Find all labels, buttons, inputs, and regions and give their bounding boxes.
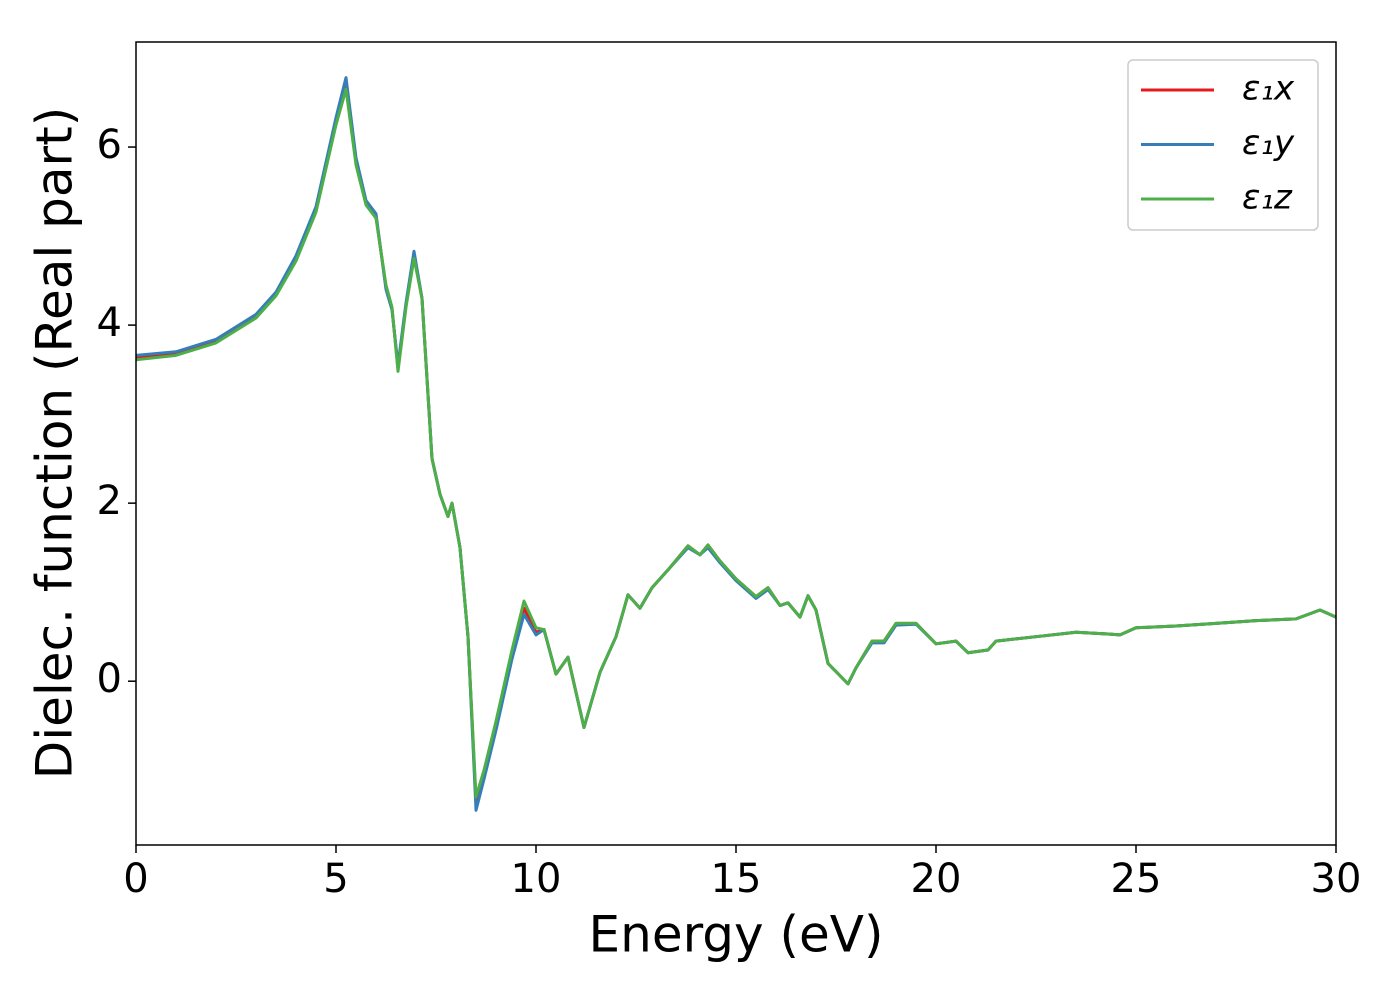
x-tick-label: 0 — [123, 856, 148, 902]
x-tick-label: 5 — [323, 856, 348, 902]
data-line — [135, 87, 1337, 799]
legend-label: ε₁z — [1242, 178, 1293, 218]
y-tick-label: 0 — [97, 656, 122, 702]
legend-label: ε₁x — [1242, 69, 1295, 109]
x-tick-label: 10 — [511, 856, 562, 902]
x-tick-label: 25 — [1111, 856, 1162, 902]
plot-frame — [135, 41, 1337, 846]
x-tick-label: 20 — [911, 856, 962, 902]
legend: ε₁x ε₁y ε₁z — [1127, 59, 1319, 231]
legend-box — [1127, 59, 1319, 231]
x-tick-label: 15 — [711, 856, 762, 902]
y-tick-label: 6 — [97, 122, 122, 168]
y-axis-label: Dielec. function (Real part) — [26, 107, 84, 779]
x-tick-label: 30 — [1311, 856, 1362, 902]
legend-label: ε₁y — [1242, 123, 1295, 163]
y-tick-label: 2 — [97, 478, 122, 524]
x-axis-label: Energy (eV) — [589, 906, 884, 964]
y-tick-label: 4 — [97, 300, 122, 346]
